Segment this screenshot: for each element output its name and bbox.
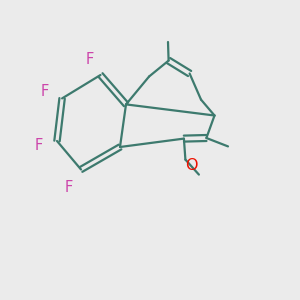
Text: F: F [35,138,43,153]
Text: F: F [85,52,94,68]
Text: O: O [185,158,198,173]
Text: F: F [65,180,73,195]
Text: F: F [40,84,49,99]
